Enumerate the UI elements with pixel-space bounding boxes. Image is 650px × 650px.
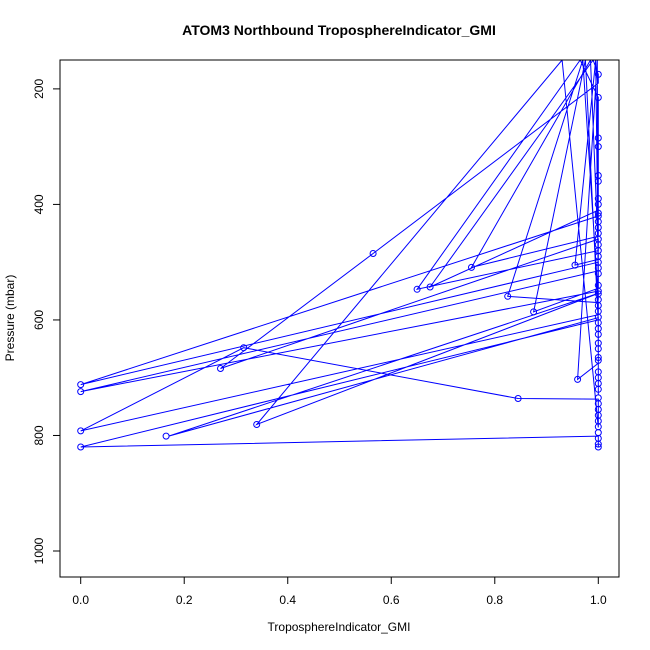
y-tick-label: 1000 [32,537,46,564]
y-tick-label: 800 [32,425,46,445]
x-tick-label: 0.0 [72,593,89,607]
data-point [594,209,602,217]
data-point [514,395,522,402]
data-point [240,344,248,352]
data-point [594,429,602,437]
data-point [426,283,434,291]
x-tick-label: 0.2 [176,593,193,607]
x-tick-label: 0.4 [279,593,296,607]
data-point [217,365,224,372]
data-point [77,388,85,396]
x-axis: 0.0 0.2 0.4 0.6 0.8 1.0 [72,576,607,607]
x-axis-label: TroposphereIndicator_GMI [268,620,411,634]
data-point [162,432,170,440]
chart-title: ATOM3 Northbound TroposphereIndicator_GM… [182,22,496,38]
y-axis-label: Pressure (mbar) [3,275,17,362]
data-point [594,200,602,208]
data-point [77,427,85,435]
data-point [594,385,602,393]
data-point [369,250,377,257]
data-point [594,94,602,101]
data-point [504,292,512,300]
x-tick-label: 0.6 [383,593,400,607]
data-point [594,270,602,278]
y-tick-label: 600 [32,310,46,330]
data-point [253,421,261,428]
data-point [413,285,421,293]
data-point [77,381,85,389]
y-axis: 200 400 600 800 1000 [32,79,61,564]
x-tick-label: 0.8 [486,593,503,607]
y-tick-label: 400 [32,194,46,214]
data-point [594,330,602,338]
series-line-1 [80,60,599,448]
data-point [574,375,582,383]
data-point [530,308,538,316]
data-point [77,443,85,451]
data-point [594,287,602,295]
data-point [594,177,602,185]
data-point [594,345,602,353]
x-tick-label: 1.0 [590,593,607,607]
y-tick-label: 200 [32,79,46,99]
data-point [594,356,602,364]
data-point [594,134,602,142]
data-point [594,70,602,78]
data-point [594,143,602,151]
data-point [594,354,602,361]
series-layer [80,60,599,448]
data-point [571,261,579,269]
data-point [594,443,602,451]
marker-layer [77,70,602,451]
plot-frame [59,59,620,578]
data-point [468,263,475,271]
data-point [594,440,602,448]
